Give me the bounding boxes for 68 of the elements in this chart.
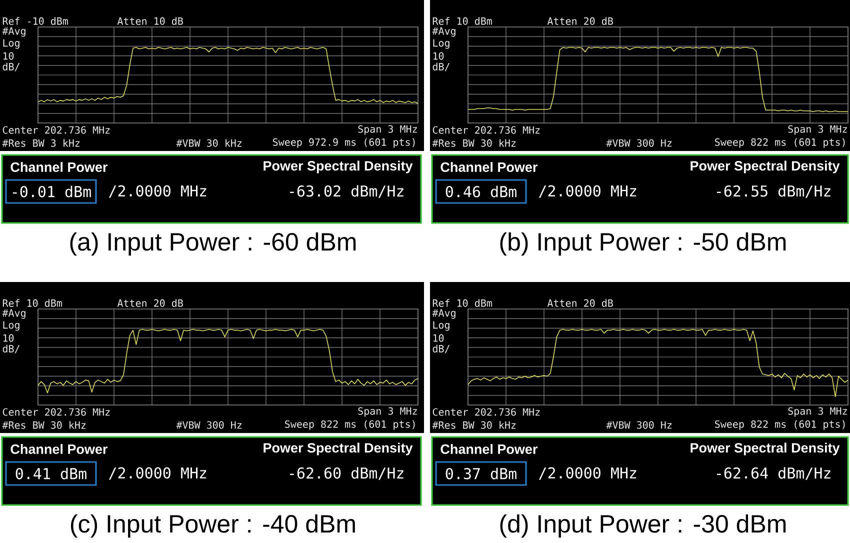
text: Span 3 MHz [788, 125, 847, 135]
text: #Avg [2, 309, 26, 319]
text: Channel Power [10, 444, 108, 454]
text: dB/ [432, 62, 450, 72]
text: #Res BW 30 kHz [432, 139, 516, 147]
text: 0.41 dBm [16, 468, 86, 480]
text: #Res BW 3 kHz [2, 139, 80, 147]
text: Log [433, 39, 450, 49]
text: #Avg [432, 27, 456, 37]
text: Ref 10 dBm [432, 299, 492, 307]
text: Log [433, 321, 450, 331]
text: Channel Power [440, 162, 538, 172]
text: 10 [433, 334, 444, 342]
text: dB/ [432, 344, 450, 354]
text: -62.55 dBm/Hz [717, 185, 830, 198]
text: Channel Power [440, 444, 538, 454]
text: Sweep 822 ms (601 pts) [715, 420, 845, 430]
text: -63.02 dBm/Hz [290, 185, 404, 198]
text: /2.0000 MHz [538, 467, 636, 480]
text: Ref -10 dBm [2, 17, 68, 25]
text: Power Spectral Density [690, 160, 840, 174]
text: dB/ [2, 344, 20, 354]
text: #Res BW 30 kHz [432, 421, 516, 429]
text: #VBW 300 Hz [176, 421, 242, 429]
text: (d) Input Power : -30 dBm [500, 514, 786, 538]
text: Atten 10 dB [117, 17, 183, 25]
text: Center 202.736 MHz [432, 408, 540, 416]
text: Atten 20 dB [547, 17, 613, 25]
text: #Avg [2, 27, 26, 37]
text: Log [3, 39, 20, 49]
text: -62.64 dBm/Hz [717, 467, 830, 480]
text: Log [3, 321, 20, 331]
text: Span 3 MHz [358, 407, 417, 417]
text: Power Spectral Density [264, 160, 413, 174]
text: /2.0000 MHz [108, 185, 206, 198]
text: (a) Input Power : -60 dBm [70, 232, 356, 256]
text: Center 202.736 MHz [2, 408, 110, 416]
text: Atten 20 dB [547, 299, 613, 307]
text: -0.01 dBm [12, 186, 91, 198]
text: #VBW 30 kHz [176, 139, 242, 147]
text: Power Spectral Density [264, 442, 413, 456]
text: dB/ [2, 62, 20, 72]
text: Span 3 MHz [358, 125, 417, 135]
text: Sweep 822 ms (601 pts) [285, 420, 415, 430]
text: #Res BW 30 kHz [2, 421, 86, 429]
text: Channel Power [10, 162, 108, 172]
text: Ref 10 dBm [2, 299, 62, 307]
text: 10 [433, 52, 444, 60]
text: 0.37 dBm [446, 468, 516, 480]
text: #Avg [432, 309, 456, 319]
text: Sweep 972.9 ms (601 pts) [273, 138, 415, 148]
text: #VBW 300 Hz [606, 421, 672, 429]
text: 10 [3, 334, 14, 342]
text: Center 202.736 MHz [432, 126, 540, 134]
text: Span 3 MHz [788, 407, 847, 417]
text: (c) Input Power : -40 dBm [70, 514, 355, 538]
text: 0.46 dBm [446, 186, 516, 198]
text: Ref 10 dBm [432, 17, 492, 25]
text: /2.0000 MHz [108, 467, 206, 480]
text: Center 202.736 MHz [2, 126, 110, 134]
text: Atten 20 dB [117, 299, 183, 307]
text: 10 [3, 52, 14, 60]
text: (b) Input Power : -50 dBm [500, 232, 786, 256]
text: /2.0000 MHz [538, 185, 636, 198]
text: #VBW 300 Hz [606, 139, 672, 147]
text: -62.60 dBm/Hz [290, 467, 404, 480]
text: Sweep 822 ms (601 pts) [715, 138, 845, 148]
text: Power Spectral Density [690, 442, 840, 456]
